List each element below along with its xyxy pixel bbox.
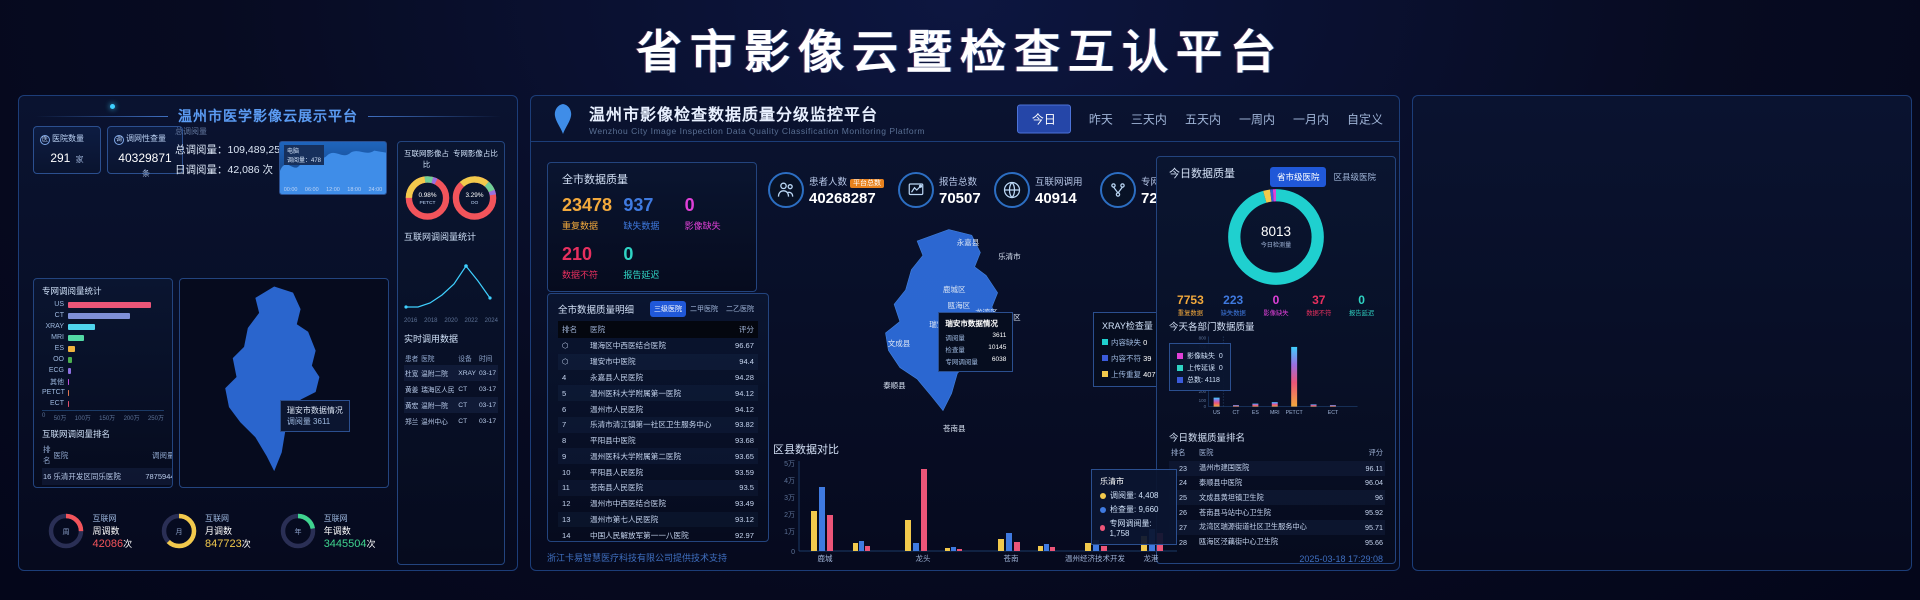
svg-text:PETCT: PETCT — [1286, 410, 1304, 416]
svg-text:今日检测量: 今日检测量 — [1261, 241, 1292, 249]
svg-text:8013: 8013 — [1261, 224, 1291, 239]
svg-text:MRI: MRI — [1270, 410, 1280, 416]
svg-text:龙头: 龙头 — [916, 553, 931, 563]
svg-text:0: 0 — [1204, 404, 1207, 409]
svg-text:ECT: ECT — [1328, 410, 1339, 416]
svg-text:1万: 1万 — [784, 528, 795, 536]
svg-text:3.29%: 3.29% — [465, 192, 483, 199]
svg-text:鹿城: 鹿城 — [818, 553, 833, 563]
svg-text:5万: 5万 — [784, 460, 795, 468]
svg-text:800: 800 — [1199, 335, 1207, 340]
svg-text:CT: CT — [1232, 410, 1240, 416]
svg-text:3万: 3万 — [784, 494, 795, 502]
svg-text:0.98%: 0.98% — [418, 192, 436, 199]
svg-text:周: 周 — [63, 528, 70, 536]
svg-text:ES: ES — [1252, 410, 1259, 416]
svg-text:温州经济技术开发: 温州经济技术开发 — [1065, 553, 1125, 563]
svg-text:龙港: 龙港 — [1144, 553, 1160, 563]
svg-text:2万: 2万 — [784, 511, 795, 519]
svg-text:0: 0 — [791, 549, 795, 556]
svg-text:100: 100 — [1199, 398, 1207, 403]
svg-text:4万: 4万 — [784, 477, 795, 485]
svg-text:US: US — [1213, 410, 1221, 416]
svg-text:年: 年 — [294, 527, 301, 536]
svg-text:苍南: 苍南 — [1004, 553, 1019, 563]
svg-text:OO: OO — [471, 200, 479, 206]
svg-text:月: 月 — [176, 528, 183, 536]
svg-text:PETCT: PETCT — [420, 200, 436, 206]
